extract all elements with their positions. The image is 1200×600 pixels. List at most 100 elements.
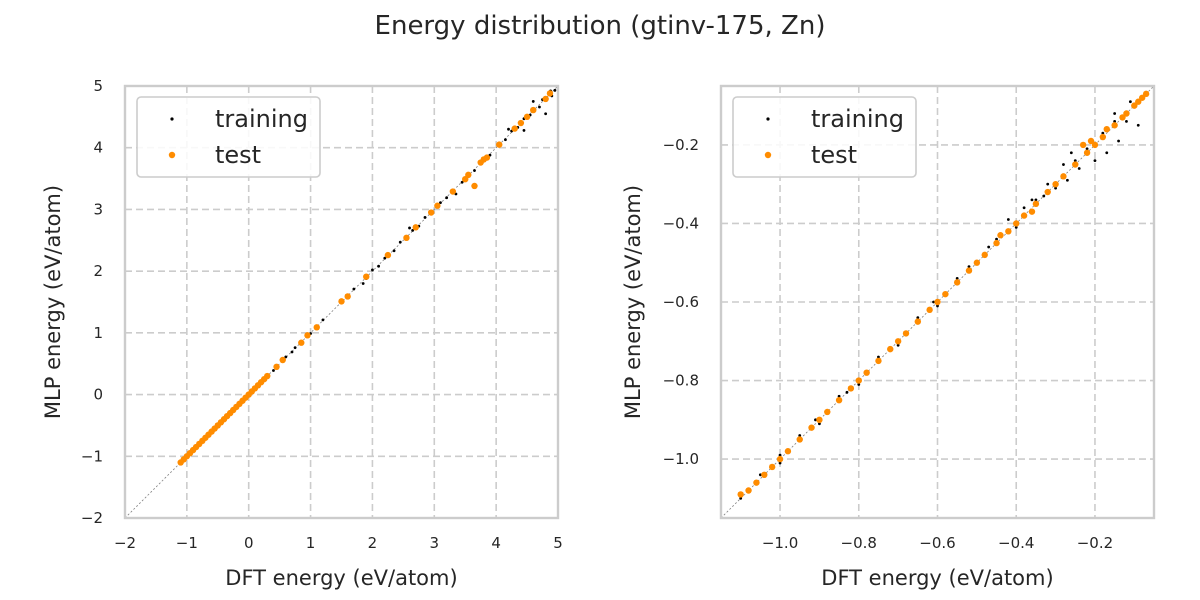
test-point	[1013, 220, 1020, 227]
training-point	[798, 434, 802, 437]
test-point	[1131, 102, 1138, 109]
training-point	[352, 287, 356, 291]
test-point	[1135, 98, 1142, 105]
training-point	[383, 256, 387, 260]
training-point	[1105, 151, 1109, 155]
test-point	[304, 332, 311, 339]
training-point	[445, 196, 449, 200]
figure-title: Energy distribution (gtinv-175, Zn)	[375, 11, 826, 41]
test-point	[1052, 180, 1059, 188]
training-point	[967, 265, 971, 269]
training-point	[361, 282, 365, 285]
training-point	[522, 129, 526, 132]
test-point	[1103, 126, 1110, 133]
training-point	[837, 394, 841, 398]
legend: training test	[732, 96, 917, 178]
training-point	[1077, 167, 1081, 170]
training-point	[411, 229, 415, 232]
test-point	[894, 338, 902, 345]
test-point	[1020, 212, 1028, 219]
test-point	[875, 357, 882, 365]
training-point	[932, 300, 935, 304]
test-point	[1083, 149, 1091, 156]
test-point	[981, 251, 988, 259]
training-point	[955, 277, 959, 280]
test-point	[847, 385, 855, 392]
y-tick-label: −2	[81, 509, 103, 527]
y-tick-label: 4	[93, 139, 103, 157]
y-tick-label: −0.6	[663, 293, 699, 311]
training-point	[1085, 147, 1089, 151]
training-point	[272, 369, 275, 372]
training-point	[845, 390, 849, 394]
training-point	[857, 383, 861, 386]
x-tick-label: 5	[553, 534, 563, 552]
y-tick-label: 0	[93, 386, 103, 404]
training-point	[1046, 182, 1050, 186]
x-tick-label: 3	[430, 534, 440, 552]
test-point	[1142, 90, 1150, 98]
test-point	[313, 324, 320, 331]
y-tick-label: 1	[93, 324, 103, 342]
training-point	[916, 316, 920, 320]
training-point	[544, 112, 548, 116]
training-point	[877, 355, 880, 359]
test-point	[434, 202, 441, 209]
test-point	[926, 306, 933, 314]
test-point	[1119, 114, 1126, 121]
test-point	[363, 273, 370, 280]
training-point	[778, 461, 782, 465]
test-point	[1138, 94, 1146, 101]
test-point	[1028, 208, 1036, 215]
training-point	[1030, 198, 1034, 202]
training-point	[290, 350, 294, 354]
training-point	[392, 249, 396, 253]
test-point	[808, 424, 815, 431]
test-point	[264, 372, 271, 380]
test-point	[902, 330, 910, 337]
test-point	[1111, 122, 1118, 129]
training-point	[504, 138, 507, 142]
y-tick-label: 2	[93, 262, 103, 280]
x-tick-label: −0.6	[919, 534, 955, 552]
test-point	[1060, 173, 1067, 180]
test-point	[279, 356, 286, 364]
test-point	[1044, 188, 1051, 196]
legend-marker-training	[766, 117, 770, 121]
training-point	[1073, 159, 1077, 163]
test-point	[496, 141, 503, 148]
test-point	[953, 279, 961, 286]
plot-frame	[123, 84, 560, 520]
training-point	[460, 180, 464, 184]
test-point	[1072, 161, 1079, 168]
test-point	[993, 239, 1000, 247]
training-point	[818, 422, 821, 426]
test-point	[776, 455, 784, 463]
training-point	[1069, 151, 1073, 155]
y-tick-label: −0.4	[663, 214, 699, 232]
training-point	[1006, 218, 1010, 221]
training-point	[377, 264, 381, 268]
training-point	[936, 304, 939, 308]
training-point	[1022, 206, 1026, 210]
test-point	[1005, 228, 1012, 235]
test-point	[835, 396, 843, 404]
x-tick-label: −1.0	[762, 534, 798, 552]
training-point	[778, 453, 782, 457]
training-point	[814, 418, 817, 422]
test-point	[887, 345, 894, 353]
test-point	[1091, 141, 1099, 149]
test-point	[273, 363, 280, 370]
training-point	[758, 473, 762, 477]
test-point	[1079, 141, 1087, 149]
y-tick-label: −0.8	[663, 372, 699, 390]
test-point	[997, 232, 1004, 239]
training-point	[1034, 198, 1038, 202]
test-point	[384, 251, 392, 259]
training-point	[507, 127, 510, 131]
test-point	[511, 125, 518, 132]
test-point	[796, 436, 803, 443]
x-tick-label: −0.2	[1077, 534, 1113, 552]
test-point	[1123, 110, 1130, 117]
